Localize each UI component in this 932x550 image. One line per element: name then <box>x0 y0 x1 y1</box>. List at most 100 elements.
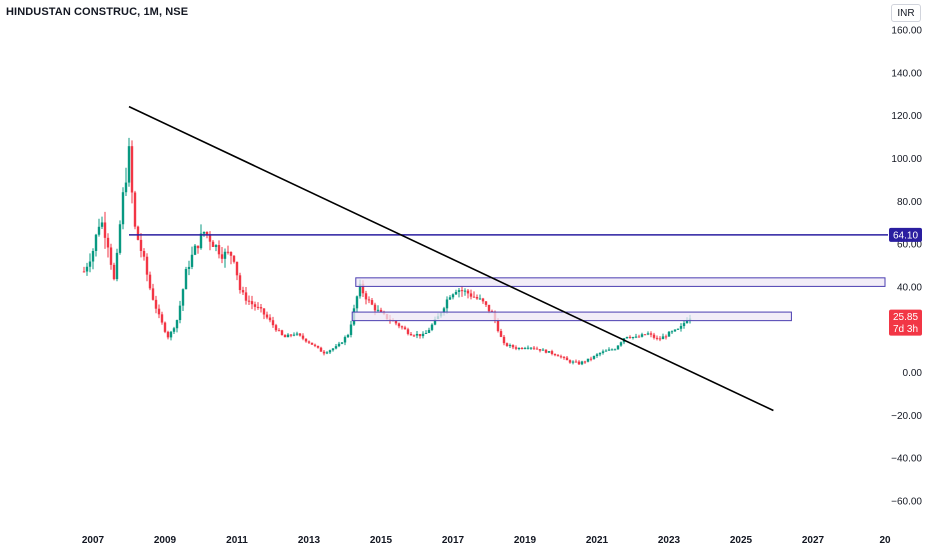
x-tick-label: 2021 <box>586 535 609 546</box>
candle-body <box>154 299 158 309</box>
candle-body <box>106 237 110 248</box>
price-badge-box <box>889 309 922 336</box>
candle-body <box>409 333 413 336</box>
candle-body <box>373 304 377 311</box>
x-tick-label: 2007 <box>82 535 105 546</box>
candle-body <box>469 293 473 297</box>
candle-body <box>571 361 575 363</box>
y-tick-label: 140.00 <box>891 68 922 79</box>
candle-body <box>379 309 383 313</box>
candle-body <box>586 358 590 362</box>
candle-body <box>670 331 674 333</box>
candle-body <box>649 333 653 335</box>
candle-body <box>481 298 485 302</box>
candle-body <box>424 332 428 334</box>
candle-body <box>583 361 587 363</box>
x-tick-label: 2017 <box>442 535 465 546</box>
candle-body <box>283 335 287 338</box>
candle-body <box>505 343 509 346</box>
candle-body <box>361 283 365 294</box>
candle-body <box>577 361 581 365</box>
trendline[interactable] <box>128 105 774 412</box>
candle-body <box>121 192 125 225</box>
candle-body <box>370 300 374 305</box>
candle-body <box>565 357 569 361</box>
candle-body <box>430 324 434 330</box>
candle-body <box>574 361 578 363</box>
candle-body <box>580 361 584 365</box>
candle-body <box>502 336 506 344</box>
candle-body <box>499 331 503 337</box>
candle-body <box>148 274 152 289</box>
candle-body <box>511 345 515 348</box>
candle-body <box>442 308 446 313</box>
candle-body <box>208 234 212 242</box>
candle-body <box>265 314 269 318</box>
candle-body <box>451 294 455 298</box>
price-badge-countdown: 7d 3h <box>893 324 918 335</box>
candle-body <box>178 305 182 321</box>
candle-body <box>301 335 305 339</box>
candle-body <box>175 320 179 329</box>
candle-body <box>433 319 437 325</box>
y-tick-label: −20.00 <box>891 411 922 422</box>
candle-body <box>625 336 629 339</box>
candle-body <box>103 222 107 238</box>
candle-body <box>319 347 323 352</box>
candle-body <box>214 245 218 247</box>
candle-body <box>682 323 686 327</box>
candle-body <box>322 351 326 354</box>
candle-body <box>364 293 368 300</box>
candle-body <box>88 261 92 267</box>
candle-body <box>607 349 611 351</box>
candle-body <box>445 299 449 309</box>
y-tick-label: 60.00 <box>897 240 922 251</box>
candle-body <box>307 341 311 343</box>
candle-body <box>262 308 266 315</box>
candle-body <box>94 234 98 251</box>
candle-body <box>292 334 296 336</box>
candle-body <box>187 266 191 270</box>
candle-body <box>181 289 185 306</box>
currency-button[interactable]: INR <box>891 4 921 22</box>
candle-body <box>349 324 353 335</box>
x-tick-label: 2009 <box>154 535 177 546</box>
candle-body <box>211 241 215 247</box>
candle-body <box>397 323 401 327</box>
x-tick-label: 2023 <box>658 535 681 546</box>
candle-body <box>145 256 149 275</box>
candle-series <box>82 137 692 366</box>
candle-body <box>661 336 665 340</box>
candle-body <box>508 345 512 347</box>
candle-body <box>82 271 86 273</box>
candle-body <box>226 251 230 253</box>
time-axis: 2007 2009 2011 2013 2015 2017 2019 2021 2023 2025… <box>82 535 891 546</box>
candle-body <box>229 252 233 256</box>
price-badge: 25.85 7d 3h <box>889 309 922 336</box>
chart-title: HINDUSTAN CONSTRUC, 1M, NSE <box>6 6 189 18</box>
candle-body <box>655 337 659 339</box>
level-badge: 64.10 <box>889 227 922 242</box>
candle-body <box>619 342 623 346</box>
candle-body <box>331 348 335 351</box>
candle-body <box>172 328 176 332</box>
candle-body <box>592 355 596 359</box>
candle-body <box>640 334 644 337</box>
candle-body <box>151 288 155 300</box>
candle-body <box>100 222 104 227</box>
candle-body <box>403 327 407 330</box>
candle-body <box>544 349 548 353</box>
candle-body <box>223 251 227 259</box>
y-tick-label: 80.00 <box>897 197 922 208</box>
candle-body <box>286 334 290 338</box>
candle-body <box>496 320 500 332</box>
candle-body <box>235 261 239 276</box>
candle-body <box>250 301 254 305</box>
candle-body <box>124 182 128 193</box>
candle-body <box>610 349 614 351</box>
y-tick-label: 40.00 <box>897 282 922 293</box>
candle-body <box>133 192 137 227</box>
candle-body <box>613 349 617 351</box>
